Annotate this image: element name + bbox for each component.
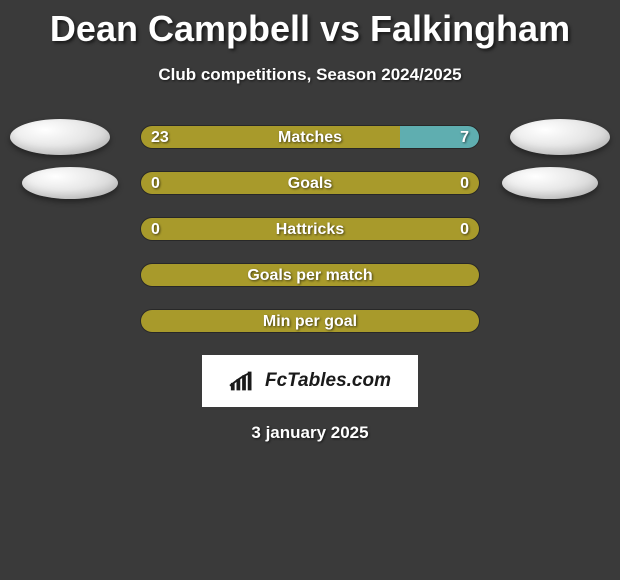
comparison-rows: 237Matches 00Goals 00Hattricks Goals per ma… [0, 125, 620, 333]
stat-label: Goals per match [141, 264, 479, 287]
comparison-row: 00Hattricks [0, 217, 620, 241]
player-right-orb [510, 119, 610, 155]
stat-bar: 237Matches [140, 125, 480, 149]
comparison-row: 00Goals [0, 171, 620, 195]
comparison-row: Min per goal [0, 309, 620, 333]
stat-bar: Min per goal [140, 309, 480, 333]
player-left-orb [22, 167, 118, 199]
page-subtitle: Club competitions, Season 2024/2025 [0, 65, 620, 85]
logo-box: FcTables.com [202, 355, 418, 407]
stat-label: Hattricks [141, 218, 479, 241]
stat-label: Goals [141, 172, 479, 195]
bar-chart-icon [229, 369, 259, 393]
logo-text: FcTables.com [265, 370, 391, 392]
comparison-row: 237Matches [0, 125, 620, 149]
stat-label: Matches [141, 126, 479, 149]
page-title: Dean Campbell vs Falkingham [0, 0, 620, 50]
date-label: 3 january 2025 [0, 423, 620, 443]
stat-bar: 00Goals [140, 171, 480, 195]
player-right-orb [502, 167, 598, 199]
player-left-orb [10, 119, 110, 155]
stat-label: Min per goal [141, 310, 479, 333]
stat-bar: Goals per match [140, 263, 480, 287]
stat-bar: 00Hattricks [140, 217, 480, 241]
comparison-row: Goals per match [0, 263, 620, 287]
